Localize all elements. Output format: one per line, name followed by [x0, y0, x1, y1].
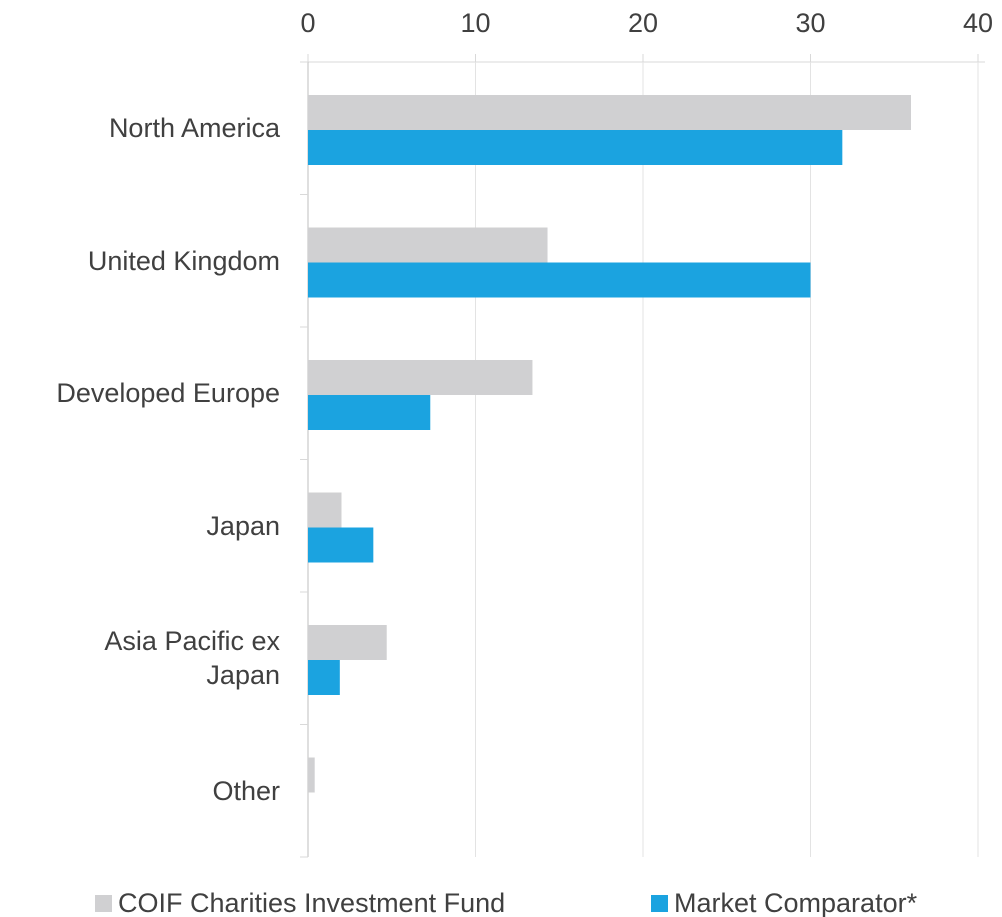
bar [308, 660, 340, 695]
legend-label: Market Comparator* [674, 888, 918, 917]
y-tick-label: Other [212, 775, 280, 806]
bar [308, 395, 431, 430]
bar [308, 757, 315, 793]
x-tick-label: 20 [628, 8, 658, 38]
legend-swatch [651, 895, 668, 912]
bar [308, 130, 843, 165]
x-tick-label: 10 [460, 8, 490, 38]
y-tick-label: Developed Europe [56, 378, 280, 409]
x-tick-label: 0 [300, 8, 315, 38]
legend-swatch [95, 895, 112, 912]
bar [308, 95, 911, 130]
legend-label: COIF Charities Investment Fund [118, 888, 505, 917]
bar [308, 625, 387, 660]
bar [308, 492, 342, 528]
y-tick-label: Asia Pacific ex Japan [104, 626, 280, 691]
bar [308, 227, 548, 263]
bar [308, 360, 533, 395]
bar [308, 527, 374, 563]
y-tick-label: North America [108, 113, 280, 144]
y-tick-label: United Kingdom [87, 245, 280, 276]
y-tick-label: Japan [206, 510, 280, 541]
x-tick-label: 30 [795, 8, 825, 38]
x-tick-label: 40 [963, 8, 993, 38]
bar [308, 262, 811, 298]
